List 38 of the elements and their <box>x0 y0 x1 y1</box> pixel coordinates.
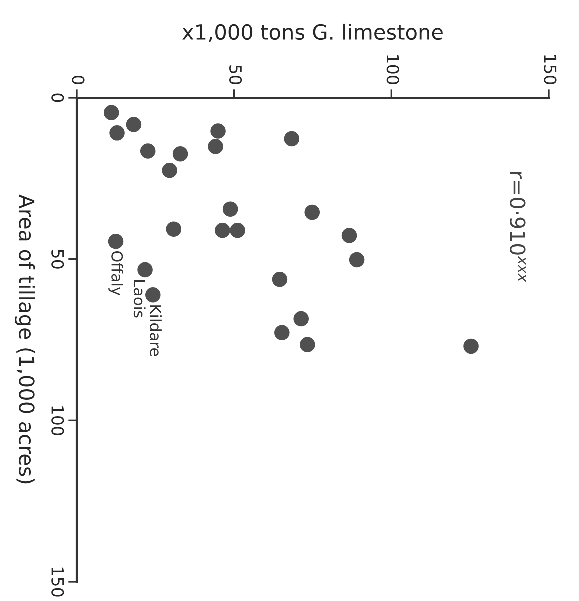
point <box>342 228 358 244</box>
point <box>172 146 188 162</box>
point <box>110 126 125 141</box>
point <box>104 105 120 120</box>
annotation: r=0·910$^{xxx}$ <box>510 172 526 282</box>
y-tick-label: 50 <box>52 250 64 269</box>
point <box>140 144 156 159</box>
y-tick-label: 100 <box>52 406 64 436</box>
annotation: Laois <box>134 280 146 318</box>
point <box>349 252 365 268</box>
point <box>304 204 320 220</box>
point <box>210 124 226 139</box>
y-axis-title: Area of tillage (1,000 acres) <box>15 194 36 484</box>
point <box>166 222 182 237</box>
point <box>464 338 479 354</box>
point <box>300 337 316 352</box>
point <box>126 117 142 132</box>
x-tick-label: 50 <box>229 66 242 84</box>
y-tick-label: 0 <box>52 94 64 102</box>
annotation: Offaly <box>108 251 124 296</box>
point <box>222 202 238 217</box>
point <box>108 234 124 250</box>
point <box>138 262 153 278</box>
point <box>274 325 290 341</box>
annotation: Kildare <box>150 306 162 356</box>
x-tick-label: 0 <box>72 76 85 84</box>
point <box>272 272 288 288</box>
x-axis-title: x1,000 tons G. limestone <box>182 24 443 42</box>
point <box>294 311 309 327</box>
point <box>146 288 161 303</box>
point <box>162 162 178 178</box>
point <box>284 131 300 147</box>
x-tick-label: 100 <box>386 56 400 84</box>
y-tick-label: 150 <box>52 568 64 597</box>
point <box>215 222 230 238</box>
x-tick-label: 150 <box>544 56 557 84</box>
point <box>208 139 224 154</box>
point <box>230 222 246 238</box>
